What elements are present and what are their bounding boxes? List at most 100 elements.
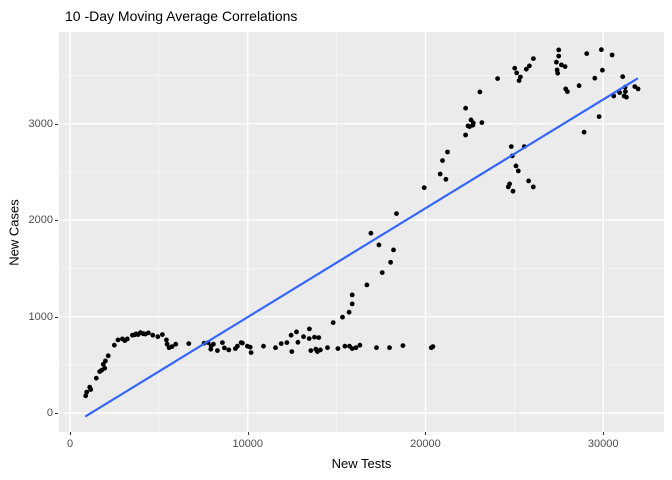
- data-point: [146, 330, 151, 336]
- data-point: [559, 62, 564, 68]
- data-point: [235, 343, 240, 349]
- data-point: [150, 332, 156, 338]
- data-point: [562, 64, 568, 69]
- data-point: [155, 334, 161, 340]
- data-point: [400, 343, 406, 348]
- x-axis-title: New Tests: [331, 456, 392, 471]
- data-point: [523, 66, 529, 72]
- data-point: [294, 329, 299, 335]
- data-point: [288, 332, 294, 338]
- data-point: [222, 345, 227, 351]
- data-point: [508, 144, 514, 149]
- data-point: [215, 348, 220, 353]
- data-point: [278, 341, 284, 346]
- trend-line: [84, 77, 639, 418]
- data-point: [620, 74, 626, 80]
- data-point: [394, 211, 399, 217]
- data-point: [609, 52, 615, 58]
- data-point: [164, 341, 170, 347]
- data-point: [295, 339, 301, 345]
- data-point: [226, 347, 232, 353]
- y-tick-label: 0: [46, 407, 53, 420]
- data-point: [379, 270, 385, 275]
- data-point: [220, 340, 225, 345]
- data-point: [388, 259, 393, 265]
- x-tick-mark: [70, 432, 72, 435]
- data-point: [556, 47, 562, 53]
- data-point: [284, 340, 290, 345]
- chart-title: 10 -Day Moving Average Correlations: [65, 8, 298, 24]
- data-point: [240, 340, 245, 346]
- x-tick-mark: [603, 432, 605, 435]
- data-point: [102, 365, 108, 371]
- data-point: [357, 342, 363, 348]
- data-point: [430, 344, 436, 349]
- data-point: [463, 132, 468, 138]
- data-point: [440, 158, 445, 163]
- data-point: [211, 341, 216, 347]
- data-point: [169, 344, 175, 349]
- data-point: [623, 89, 628, 94]
- data-point: [391, 247, 396, 253]
- x-tick-label: 30000: [587, 438, 619, 450]
- data-point: [513, 163, 519, 169]
- data-point: [421, 185, 427, 191]
- data-point: [526, 178, 531, 184]
- data-point: [530, 184, 536, 190]
- data-point: [368, 230, 374, 236]
- data-point: [635, 86, 641, 92]
- data-point: [208, 346, 214, 352]
- data-point: [342, 343, 348, 349]
- data-point: [514, 70, 520, 76]
- data-point: [554, 59, 559, 65]
- data-point: [576, 83, 582, 89]
- data-point: [349, 346, 355, 351]
- data-point: [510, 188, 516, 194]
- data-point: [115, 337, 121, 343]
- data-point: [247, 344, 253, 350]
- data-point: [507, 181, 512, 187]
- data-point: [470, 120, 476, 126]
- y-tick-mark: [55, 316, 58, 318]
- data-point: [164, 337, 169, 343]
- y-tick-label: 1000: [28, 310, 53, 323]
- data-point: [307, 326, 312, 332]
- data-point: [581, 129, 587, 135]
- data-point: [599, 47, 604, 53]
- data-point: [376, 242, 382, 248]
- y-axis-title: New Cases: [6, 199, 22, 266]
- data-point: [186, 341, 192, 346]
- data-point: [160, 332, 165, 337]
- data-point: [273, 345, 278, 351]
- data-point: [465, 123, 471, 129]
- data-point: [463, 105, 468, 111]
- data-point: [248, 350, 254, 355]
- data-point: [349, 292, 355, 298]
- data-point: [364, 282, 370, 288]
- data-point: [518, 74, 523, 80]
- y-tick-label: 2000: [28, 214, 53, 227]
- x-tick-label: 20000: [410, 438, 441, 450]
- data-point: [111, 342, 117, 348]
- data-point: [565, 89, 570, 94]
- data-point: [353, 345, 359, 351]
- data-point: [124, 336, 130, 342]
- x-tick-label: 10000: [232, 438, 264, 450]
- data-point: [477, 89, 483, 95]
- data-point: [437, 171, 443, 177]
- data-point: [516, 78, 522, 83]
- data-point: [330, 320, 336, 325]
- data-point: [103, 358, 108, 364]
- data-point: [261, 343, 266, 349]
- data-point: [387, 345, 392, 351]
- data-point: [306, 336, 312, 341]
- data-point: [105, 353, 111, 359]
- data-point: [596, 114, 602, 119]
- x-tick-label: 0: [66, 438, 74, 450]
- data-point: [495, 76, 500, 81]
- data-point: [318, 347, 323, 353]
- data-point: [349, 301, 355, 307]
- data-point: [515, 168, 521, 174]
- y-tick-label: 3000: [28, 117, 53, 130]
